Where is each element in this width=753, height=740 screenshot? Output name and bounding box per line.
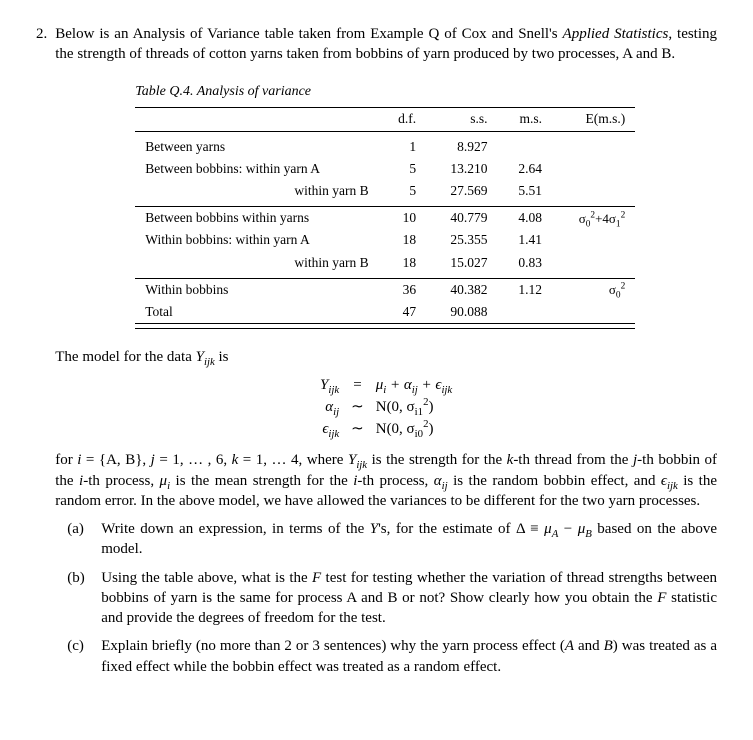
cell-ms: 1.41 (498, 229, 553, 251)
cell-df: 1 (379, 136, 426, 158)
cell-df: 18 (379, 252, 426, 274)
problem-intro: Below is an Analysis of Variance table t… (55, 24, 717, 65)
col-df: d.f. (379, 108, 426, 131)
cell-df: 5 (379, 158, 426, 180)
col-ms: m.s. (498, 108, 553, 131)
row-bb-within-B: within yarn B 5 27.569 5.51 (135, 180, 635, 202)
cell-label: within yarn B (135, 252, 378, 274)
problem: 2. Below is an Analysis of Variance tabl… (36, 24, 717, 677)
model-lead: The model for the data Yijk is (55, 347, 717, 367)
row-wb-within-B: within yarn B 18 15.027 0.83 (135, 252, 635, 274)
part-a-label: (a) (67, 519, 93, 560)
eq2-op: ∼ (345, 396, 370, 418)
cell-ss: 40.779 (426, 207, 497, 230)
part-a-text: Write down an expression, in terms of th… (101, 519, 717, 560)
cell-ms: 2.64 (498, 158, 553, 180)
row-total: Total 47 90.088 (135, 301, 635, 324)
col-ss: s.s. (426, 108, 497, 131)
model-equations: Yijk = μi + αij + ϵijk αij ∼ N(0, σi12) … (314, 374, 458, 441)
cell-label: Between bobbins: within yarn A (135, 158, 378, 180)
cell-df: 47 (379, 301, 426, 324)
cell-ss: 15.027 (426, 252, 497, 274)
cell-label: Within bobbins (135, 278, 378, 301)
anova-table: d.f. s.s. m.s. E(m.s.) Between yarns 1 8… (135, 107, 635, 329)
part-b: (b) Using the table above, what is the F… (67, 568, 717, 629)
part-c: (c) Explain briefly (no more than 2 or 3… (67, 636, 717, 677)
cell-ms: 4.08 (498, 207, 553, 230)
row-bb-within-yarns: Between bobbins within yarns 10 40.779 4… (135, 207, 635, 230)
row-bb-within-A: Between bobbins: within yarn A 5 13.210 … (135, 158, 635, 180)
cell-ms (498, 136, 553, 158)
cell-label: Between yarns (135, 136, 378, 158)
part-a: (a) Write down an expression, in terms o… (67, 519, 717, 560)
eq1-op: = (345, 374, 370, 396)
cell-ms: 1.12 (498, 278, 553, 301)
row-within-bobbins: Within bobbins 36 40.382 1.12 σ02 (135, 278, 635, 301)
header-row: d.f. s.s. m.s. E(m.s.) (135, 108, 635, 131)
cell-df: 36 (379, 278, 426, 301)
cell-ms: 5.51 (498, 180, 553, 202)
problem-number: 2. (36, 24, 47, 677)
where-paragraph: for i = {A, B}, j = 1, … , 6, k = 1, … 4… (55, 450, 717, 511)
cell-label: Total (135, 301, 378, 324)
cell-ss: 13.210 (426, 158, 497, 180)
part-b-label: (b) (67, 568, 93, 629)
cell-ss: 25.355 (426, 229, 497, 251)
cell-df: 10 (379, 207, 426, 230)
eq1-rhs: μi + αij + ϵijk (370, 374, 459, 396)
eq2-lhs: αij (314, 396, 345, 418)
row-wb-within-A: Within bobbins: within yarn A 18 25.355 … (135, 229, 635, 251)
cell-ss: 40.382 (426, 278, 497, 301)
table-title: Table Q.4. Analysis of variance (135, 83, 635, 102)
part-c-text: Explain briefly (no more than 2 or 3 sen… (101, 636, 717, 677)
cell-ss: 8.927 (426, 136, 497, 158)
anova-table-wrap: Table Q.4. Analysis of variance d.f. s.s… (135, 83, 635, 330)
cell-ss: 90.088 (426, 301, 497, 324)
col-ems: E(m.s.) (552, 108, 635, 131)
row-between-yarns: Between yarns 1 8.927 (135, 136, 635, 158)
cell-ems: σ02 (552, 278, 635, 301)
cell-df: 5 (379, 180, 426, 202)
eq3-op: ∼ (345, 418, 370, 440)
cell-ems: σ02+4σ12 (552, 207, 635, 230)
cell-label: within yarn B (135, 180, 378, 202)
cell-ss: 27.569 (426, 180, 497, 202)
eq1-lhs: Yijk (314, 374, 345, 396)
eq3-rhs: N(0, σi02) (370, 418, 459, 440)
cell-ms: 0.83 (498, 252, 553, 274)
cell-label: Within bobbins: within yarn A (135, 229, 378, 251)
eq2-rhs: N(0, σi12) (370, 396, 459, 418)
eq3-lhs: ϵijk (314, 418, 345, 440)
cell-df: 18 (379, 229, 426, 251)
problem-body: Below is an Analysis of Variance table t… (55, 24, 717, 677)
cell-label: Between bobbins within yarns (135, 207, 378, 230)
part-b-text: Using the table above, what is the F tes… (101, 568, 717, 629)
part-c-label: (c) (67, 636, 93, 677)
